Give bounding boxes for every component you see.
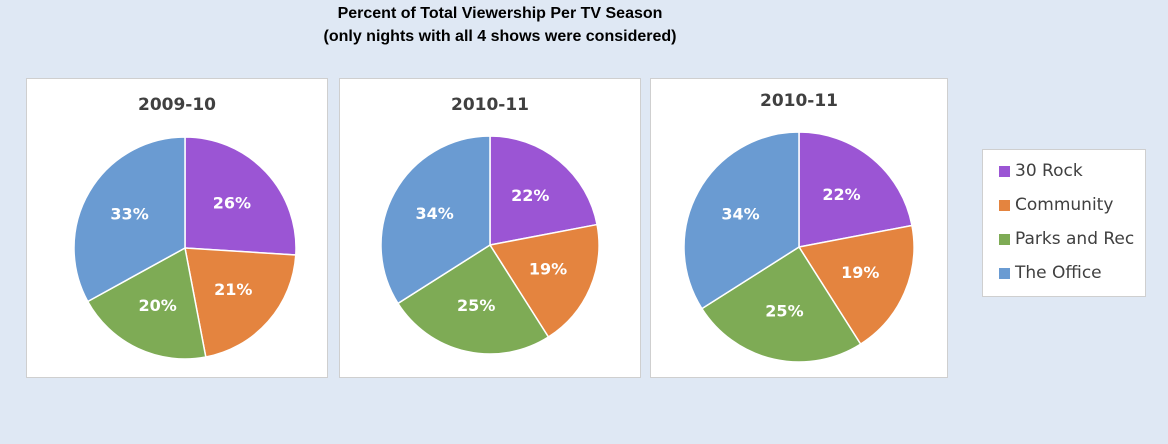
pie-3-label-30-rock: 22% bbox=[822, 185, 860, 204]
pie-1-slice-the-office bbox=[73, 136, 186, 303]
legend-swatch-the-office bbox=[999, 267, 1010, 279]
pie-panel-2: 2010-11 22% 19% 25% 34% bbox=[339, 78, 641, 378]
pie-panel-1: 2009-10 26% 21% 20% 33% bbox=[26, 78, 328, 378]
legend-swatch-30-rock bbox=[999, 165, 1010, 177]
legend-label-parks-and-rec: Parks and Rec bbox=[1015, 229, 1135, 249]
legend-label-community: Community bbox=[1015, 195, 1114, 215]
legend-item-the-office: The Office bbox=[999, 261, 1102, 285]
pie-2-slice-parks-and-rec bbox=[396, 243, 550, 355]
pie-panel-3: 2010-11 22% 19% 25% 34% bbox=[650, 78, 948, 378]
pie-1-label-parks-and-rec: 20% bbox=[138, 296, 176, 315]
chart-main-title: Percent of Total Viewership Per TV Seaso… bbox=[0, 2, 1000, 48]
pie-3-label-parks-and-rec: 25% bbox=[765, 302, 803, 321]
pie-2-label-parks-and-rec: 25% bbox=[457, 296, 495, 315]
pie-2-label-the-office: 34% bbox=[415, 204, 453, 223]
pie-3-slice-community bbox=[797, 224, 915, 346]
pie-chart-2: 22% 19% 25% 34% bbox=[380, 135, 600, 355]
chart-title-line-1: Percent of Total Viewership Per TV Seaso… bbox=[337, 5, 663, 22]
pie-1-slice-30-rock bbox=[184, 136, 297, 256]
pie-2-slice-community bbox=[488, 223, 600, 339]
pie-1-slice-community bbox=[184, 247, 297, 358]
pie-3-slice-parks-and-rec bbox=[700, 245, 862, 363]
pie-3-title: 2010-11 bbox=[759, 91, 839, 111]
legend: 30 Rock Community Parks and Rec The Offi… bbox=[982, 149, 1146, 297]
pie-1-title: 2009-10 bbox=[137, 95, 217, 115]
pie-3-slice-the-office bbox=[683, 131, 800, 310]
pie-2-slice-30-rock bbox=[489, 135, 598, 246]
pie-2-title: 2010-11 bbox=[450, 95, 530, 115]
pie-1-slice-parks-and-rec bbox=[86, 246, 207, 360]
pie-2-slice-the-office bbox=[380, 135, 491, 305]
pie-chart-1: 26% 21% 20% 33% bbox=[73, 136, 297, 360]
pie-3-slice-30-rock bbox=[798, 131, 913, 248]
pie-3-label-the-office: 34% bbox=[721, 204, 759, 223]
legend-swatch-parks-and-rec bbox=[999, 233, 1010, 245]
legend-swatch-community bbox=[999, 199, 1010, 211]
pie-2-label-community: 19% bbox=[529, 260, 567, 279]
legend-item-community: Community bbox=[999, 193, 1113, 217]
legend-label-30-rock: 30 Rock bbox=[1015, 161, 1083, 181]
legend-label-the-office: The Office bbox=[1015, 263, 1102, 283]
pie-1-label-community: 21% bbox=[214, 280, 252, 299]
pie-chart-3: 22% 19% 25% 34% bbox=[683, 131, 915, 363]
pie-3-label-community: 19% bbox=[841, 263, 879, 282]
chart-subtitle-line-2: (only nights with all 4 shows were consi… bbox=[323, 28, 677, 45]
pie-1-label-30-rock: 26% bbox=[213, 193, 251, 212]
pie-2-label-30-rock: 22% bbox=[511, 186, 549, 205]
legend-item-parks-and-rec: Parks and Rec bbox=[999, 227, 1134, 251]
legend-item-30-rock: 30 Rock bbox=[999, 159, 1083, 183]
pie-1-label-the-office: 33% bbox=[110, 205, 148, 224]
